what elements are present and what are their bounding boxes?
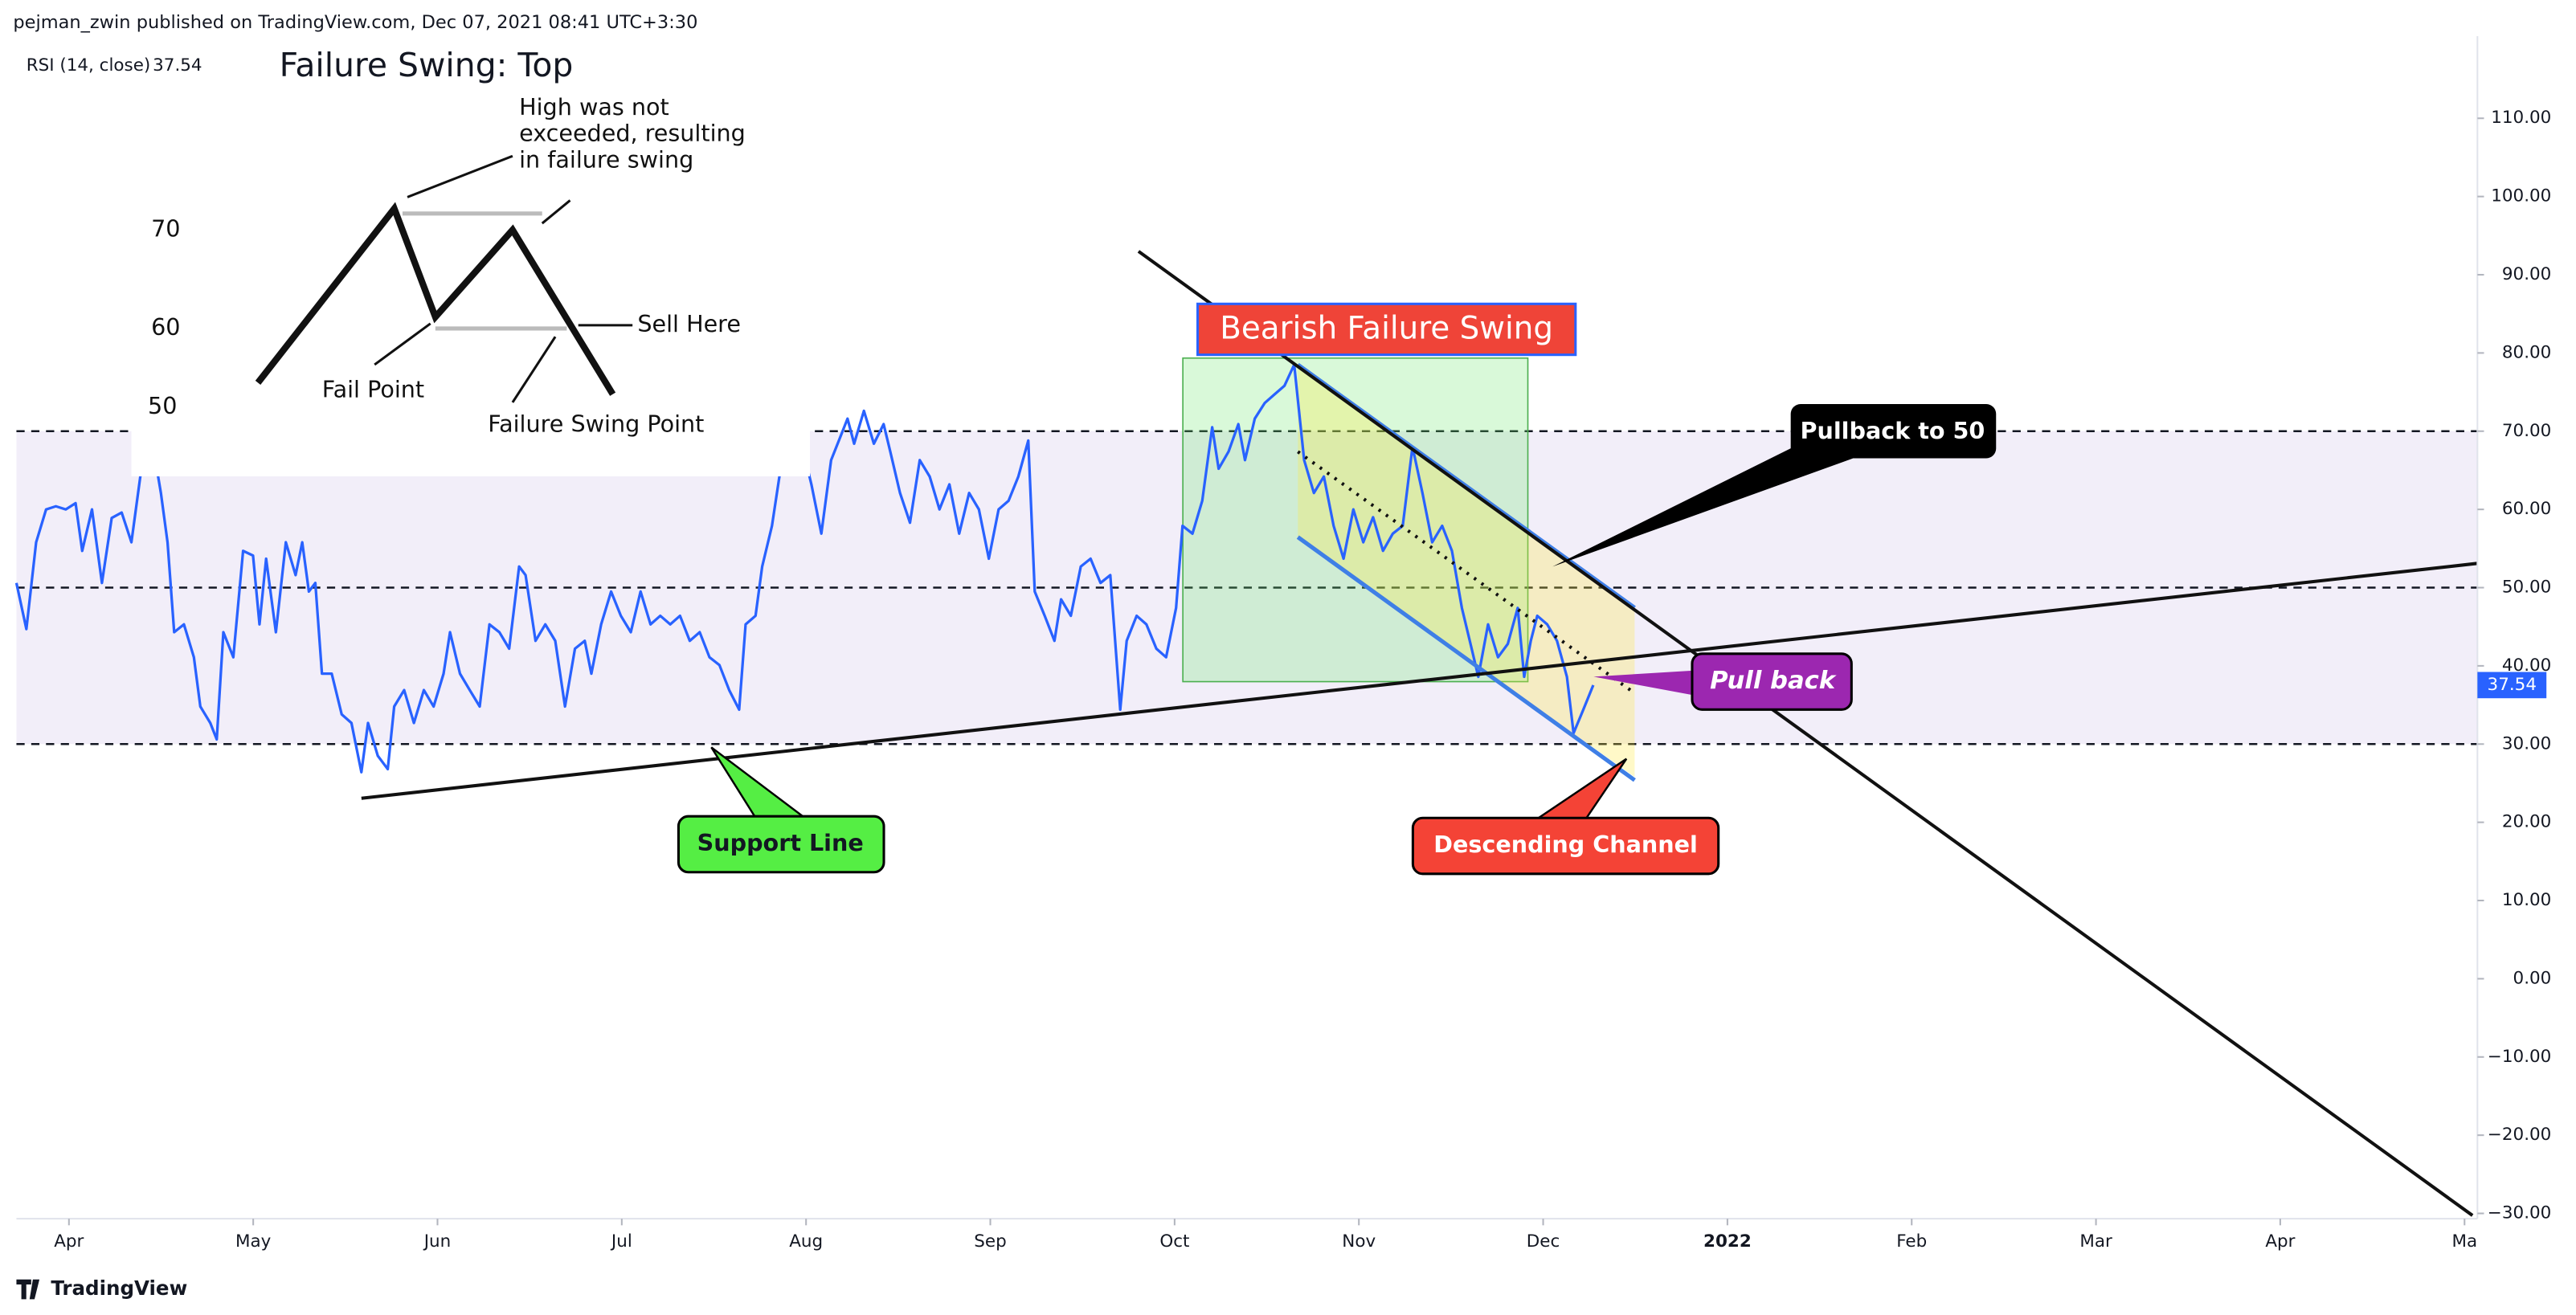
x-tick-label: Sep [974,1231,1006,1252]
support-line [361,562,2478,800]
annotation-box [1790,404,1997,459]
inset-sell: Sell Here [637,310,741,337]
last-value-label: 37.54 [2488,675,2537,695]
y-tick-label: −30.00 [2488,1203,2551,1223]
footer: TradingView [51,1276,187,1300]
y-tick-label: 70.00 [2502,421,2551,441]
y-tick-label: 50.00 [2502,578,2551,598]
x-tick-label: May [235,1231,272,1252]
x-tick-label: Apr [54,1231,84,1252]
x-tick-label: Aug [789,1231,823,1252]
annotation-support: Support Line [677,746,885,874]
x-tick-label: Jun [423,1231,452,1252]
inset-bg [131,39,811,476]
annotation-pullback: Pull back [1593,652,1853,711]
y-tick-label: 110.00 [2491,108,2551,128]
inset-level-label: 60 [151,313,180,341]
inset-zigzag [255,202,616,396]
inset-swing: Failure Swing Point [488,410,704,438]
y-tick-label: 60.00 [2502,499,2551,519]
legend-title: RSI (14, close) [27,55,151,76]
annotation-box [677,815,885,874]
x-tick-label: Ma [2451,1231,2477,1252]
y-tick-label: 10.00 [2502,890,2551,910]
y-tick-label: −20.00 [2488,1125,2551,1145]
x-tick-label: Jul [610,1231,632,1252]
inset-arrow [511,336,557,403]
y-tick-label: 20.00 [2502,812,2551,832]
annotation-text: Support Line [697,829,864,856]
last-value-tag [2477,672,2547,699]
inset-title: Failure Swing: Top [280,46,574,84]
footer-logo [16,1279,40,1300]
annotation-box [1196,302,1577,357]
x-tick-label: Nov [1342,1231,1376,1252]
trend-line [1137,250,2474,1217]
inset-note: in failure swing [519,145,693,173]
channel-lower [1296,535,1636,782]
plot-under [16,430,2478,745]
y-tick-label: 0.00 [2513,968,2552,988]
annotation-text: Descending Channel [1433,831,1698,858]
inset-arrow [407,154,513,198]
inset-level-label: 50 [148,392,177,419]
y-tick-label: 30.00 [2502,733,2551,753]
legend-value: 37.54 [153,55,202,76]
y-tick-label: 90.00 [2502,264,2551,284]
x-tick-label: Oct [1159,1231,1189,1252]
y-tick-label: 80.00 [2502,342,2551,362]
x-tick-label: Feb [1896,1231,1927,1252]
x-tick-label: 2022 [1703,1231,1752,1252]
annotation-text: Pull back [1710,667,1837,695]
axes: 110.00100.0090.0080.0070.0060.0050.0040.… [16,36,2551,1252]
annotation-bearish: Bearish Failure Swing [1196,302,1577,357]
annotation-text: Pullback to 50 [1801,417,1985,444]
x-tick-label: Mar [2079,1231,2112,1252]
annotation-channel: Descending Channel [1411,758,1720,876]
x-tick-label: Dec [1527,1231,1560,1252]
annotation-box [1411,816,1720,876]
inset-level-label: 70 [151,214,180,242]
annotation-text: Bearish Failure Swing [1220,311,1553,347]
channel-fill [1298,364,1635,778]
inset-note: High was not [519,93,669,120]
x-tick-label: Apr [2265,1231,2295,1252]
inset-note: exceeded, resulting [519,120,746,147]
inset: Failure Swing: Top High was not exceeded… [131,39,811,476]
callout-pointer [1593,670,1701,696]
annotation-pullback50: Pullback to 50 [1552,404,1997,567]
channel-mid [1297,450,1636,695]
header: pejman_zwin published on TradingView.com… [13,12,697,33]
y-tick-label: −10.00 [2488,1047,2551,1067]
inset-arrow [374,322,431,366]
y-tick-label: 100.00 [2491,186,2551,206]
callout-pointer [1552,439,1854,567]
inset-fail: Fail Point [322,376,424,403]
inset-arrow [541,199,571,225]
annotation-box [1691,652,1853,711]
